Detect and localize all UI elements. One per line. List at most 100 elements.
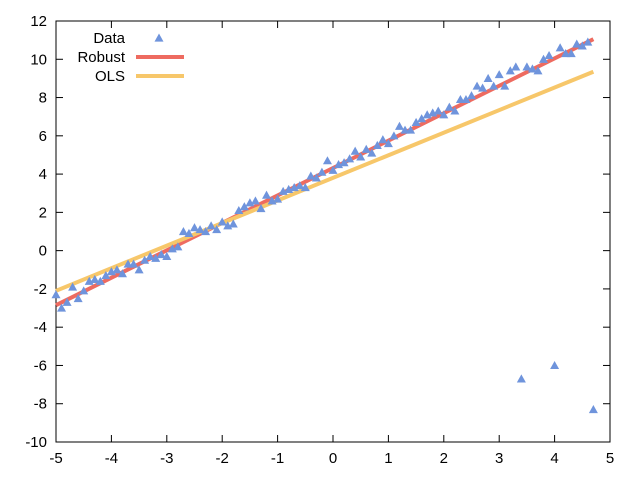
data-point: [317, 167, 327, 176]
y-tick-label: -4: [34, 319, 47, 336]
x-tick-label: 4: [550, 450, 558, 467]
y-tick-label: -6: [34, 357, 47, 374]
x-tick-label: -2: [216, 450, 229, 467]
data-point: [361, 144, 371, 153]
data-point: [467, 91, 476, 100]
data-point: [472, 81, 482, 90]
data-point: [433, 106, 443, 115]
data-point: [51, 290, 61, 299]
data-point: [494, 70, 504, 79]
data-point: [328, 165, 338, 174]
data-point: [195, 225, 205, 234]
data-point: [234, 205, 244, 215]
data-point: [250, 196, 260, 205]
x-tick-label: -5: [49, 450, 62, 467]
legend-label: OLS: [95, 68, 125, 85]
legend-label: Data: [93, 30, 125, 47]
y-tick-label: 4: [39, 166, 47, 183]
data-point: [206, 221, 216, 230]
y-tick-label: -8: [34, 396, 47, 413]
data-point: [117, 269, 127, 278]
legend-label: Robust: [77, 49, 125, 66]
data-point: [73, 293, 83, 303]
y-tick-label: 10: [30, 51, 47, 68]
data-point: [95, 276, 105, 285]
data-point: [339, 158, 349, 167]
data-point: [406, 125, 416, 134]
y-tick-label: 2: [39, 204, 47, 221]
data-point: [572, 39, 582, 48]
data-point: [500, 81, 510, 90]
y-tick-label: 0: [39, 243, 47, 260]
y-tick-label: 8: [39, 90, 47, 107]
x-tick-label: 2: [440, 450, 448, 467]
data-point: [367, 148, 377, 157]
data-point: [505, 66, 515, 75]
data-point: [478, 83, 488, 92]
data-point: [201, 227, 211, 236]
data-point: [212, 225, 222, 234]
data-point: [306, 171, 316, 180]
data-point: [394, 121, 404, 130]
x-tick-label: -3: [160, 450, 173, 467]
data-point: [178, 227, 188, 236]
data-point: [273, 194, 283, 203]
data-point: [162, 251, 172, 260]
legend-marker: [154, 33, 164, 42]
y-tick-label: -10: [25, 434, 47, 451]
data-point: [79, 286, 89, 295]
data-point: [461, 94, 471, 104]
data-point: [566, 49, 576, 58]
data-point: [522, 62, 532, 71]
data-point: [511, 62, 521, 71]
x-tick-label: 3: [495, 450, 503, 467]
y-tick-label: 6: [39, 128, 47, 145]
data-point: [140, 255, 150, 264]
data-point: [550, 360, 560, 370]
data-point: [372, 140, 382, 149]
x-tick-label: -1: [271, 450, 284, 467]
data-point: [145, 251, 155, 260]
plot-area: [51, 37, 598, 414]
plot-frame: [55, 20, 611, 443]
data-point: [577, 41, 587, 50]
data-point: [588, 404, 598, 414]
data-point: [583, 37, 593, 46]
data-point: [129, 259, 139, 268]
data-point: [68, 282, 78, 291]
data-point: [228, 219, 238, 228]
data-point: [190, 223, 199, 232]
data-point: [90, 274, 100, 283]
data-point: [184, 228, 194, 238]
data-point: [262, 190, 272, 199]
data-point: [450, 106, 460, 115]
data-point: [389, 131, 399, 140]
data-point: [173, 242, 183, 251]
data-point: [156, 249, 166, 259]
data-point: [539, 54, 549, 63]
x-tick-label: 0: [329, 450, 337, 467]
data-point: [112, 265, 122, 274]
data-point: [256, 204, 266, 213]
y-tick-label: 12: [30, 13, 47, 30]
data-point: [544, 50, 554, 60]
data-point: [101, 271, 111, 280]
data-point: [350, 146, 360, 155]
data-point: [555, 43, 565, 52]
data-point: [57, 303, 67, 312]
line-ols: [55, 69, 595, 293]
data-point: [417, 114, 427, 123]
data-point: [300, 182, 310, 192]
data-point: [444, 102, 454, 111]
data-point: [311, 173, 321, 182]
x-tick-label: 1: [384, 450, 392, 467]
data-point: [516, 374, 526, 383]
data-point: [322, 156, 332, 165]
data-point: [134, 265, 144, 274]
data-point: [151, 253, 161, 262]
data-point: [439, 110, 449, 119]
data-point: [483, 73, 493, 83]
data-point: [411, 117, 421, 127]
